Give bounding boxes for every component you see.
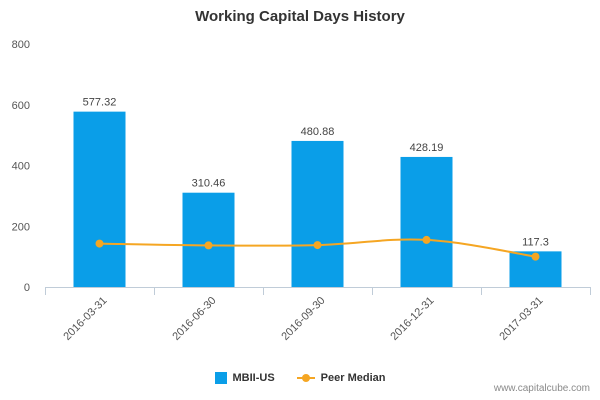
bar-data-label: 117.3	[522, 236, 549, 248]
peer-median-point-2016-03-31	[95, 239, 104, 248]
x-tick-label: 2016-03-31	[61, 295, 109, 343]
x-tick-label: 2016-06-30	[170, 295, 218, 343]
legend-swatch-bar	[214, 372, 227, 384]
bar-2016-12-31	[400, 156, 453, 287]
bar-data-label: 310.46	[192, 178, 226, 190]
legend-item-bar[interactable]: MBII-US	[214, 372, 275, 384]
peer-median-point-2016-06-30	[204, 241, 213, 250]
bar-data-label: 577.32	[83, 97, 117, 109]
y-tick-label: 600	[12, 100, 30, 112]
y-tick-label: 400	[12, 161, 30, 173]
peer-median-point-2017-03-31	[531, 252, 540, 261]
peer-median-point-2016-12-31	[422, 235, 431, 244]
chart-legend: MBII-US Peer Median	[0, 372, 600, 384]
bar-data-label: 480.88	[301, 126, 335, 138]
chart-title: Working Capital Days History	[195, 8, 405, 25]
bar-2016-06-30	[182, 192, 235, 287]
bar-2016-03-31	[73, 111, 126, 287]
legend-label-bar: MBII-US	[232, 372, 275, 384]
watermark: www.capitalcube.com	[493, 383, 590, 394]
legend-item-line[interactable]: Peer Median	[296, 372, 386, 384]
bar-2016-09-30	[291, 140, 344, 287]
y-tick-label: 0	[24, 282, 30, 294]
peer-median-point-2016-09-30	[313, 241, 322, 250]
legend-swatch-line	[296, 372, 315, 384]
legend-label-line: Peer Median	[320, 372, 386, 384]
x-tick-label: 2016-09-30	[279, 295, 327, 343]
y-tick-label: 800	[12, 39, 30, 51]
bar-data-label: 428.19	[410, 142, 444, 154]
y-tick-label: 200	[12, 221, 30, 233]
x-tick-label: 2017-03-31	[497, 295, 545, 343]
x-tick-label: 2016-12-31	[388, 295, 436, 343]
